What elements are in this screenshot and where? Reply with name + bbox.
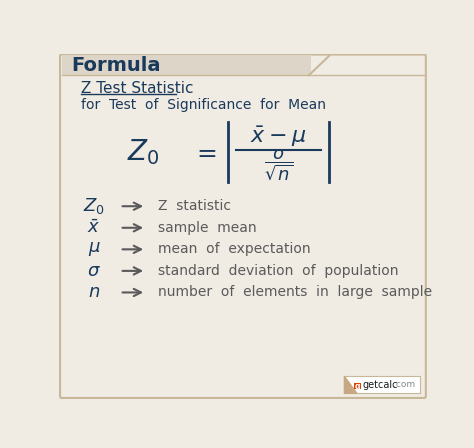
- Text: $Z_0$: $Z_0$: [83, 196, 105, 216]
- Text: standard  deviation  of  population: standard deviation of population: [158, 264, 398, 278]
- Text: $n$: $n$: [88, 284, 100, 302]
- FancyBboxPatch shape: [60, 55, 426, 398]
- Bar: [354, 383, 361, 389]
- Text: getcalc: getcalc: [362, 380, 398, 390]
- Text: Formula: Formula: [71, 56, 160, 75]
- Text: Z Test Statistic: Z Test Statistic: [81, 81, 193, 96]
- Text: $Z_0$: $Z_0$: [127, 138, 159, 167]
- Text: $\mu$: $\mu$: [88, 240, 100, 258]
- Text: $=$: $=$: [192, 140, 218, 164]
- Text: $\bar{x}$: $\bar{x}$: [88, 219, 101, 237]
- Text: $\sigma$: $\sigma$: [87, 262, 101, 280]
- Text: mean  of  expectation: mean of expectation: [158, 242, 310, 256]
- Bar: [62, 55, 311, 75]
- Text: g: g: [355, 382, 360, 391]
- Text: number  of  elements  in  large  sample: number of elements in large sample: [158, 285, 432, 299]
- Text: .com: .com: [392, 380, 415, 389]
- Text: $\bar{x} - \mu$: $\bar{x} - \mu$: [250, 125, 307, 149]
- Bar: [345, 376, 420, 393]
- Polygon shape: [345, 376, 357, 393]
- Text: for  Test  of  Significance  for  Mean: for Test of Significance for Mean: [81, 98, 326, 112]
- Text: $\dfrac{\sigma}{\sqrt{n}}$: $\dfrac{\sigma}{\sqrt{n}}$: [264, 147, 293, 182]
- Text: sample  mean: sample mean: [158, 221, 256, 235]
- Polygon shape: [309, 55, 330, 75]
- Text: Z  statistic: Z statistic: [158, 199, 231, 213]
